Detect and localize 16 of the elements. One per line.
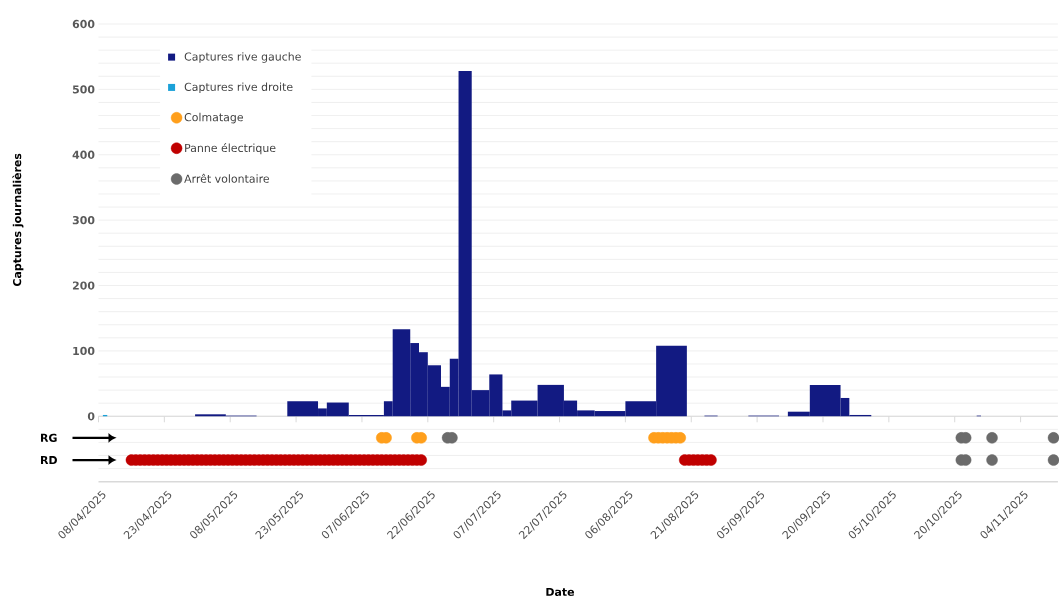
y-tick-label: 500 bbox=[72, 85, 95, 94]
y-tick-label: 600 bbox=[72, 19, 95, 29]
y-axis-title: Captures journalières bbox=[12, 153, 24, 287]
y-tick-label: 100 bbox=[73, 346, 95, 356]
text: RD bbox=[41, 456, 57, 465]
y-tick-label: 300 bbox=[72, 216, 95, 225]
x-axis-title: Date bbox=[546, 587, 575, 597]
legend-label: Colmatage bbox=[184, 112, 243, 124]
text: RG bbox=[41, 433, 57, 443]
y-tick-label: 400 bbox=[72, 150, 95, 159]
y-tick-label: 0 bbox=[87, 412, 95, 421]
legend-label: Captures rive gauche bbox=[184, 52, 301, 63]
y-tick-label: 200 bbox=[72, 281, 95, 290]
legend-label: Captures rive droite bbox=[184, 82, 293, 94]
legend-label: Arrêt volontaire bbox=[184, 173, 270, 183]
legend-label: Panne électrique bbox=[185, 143, 276, 155]
